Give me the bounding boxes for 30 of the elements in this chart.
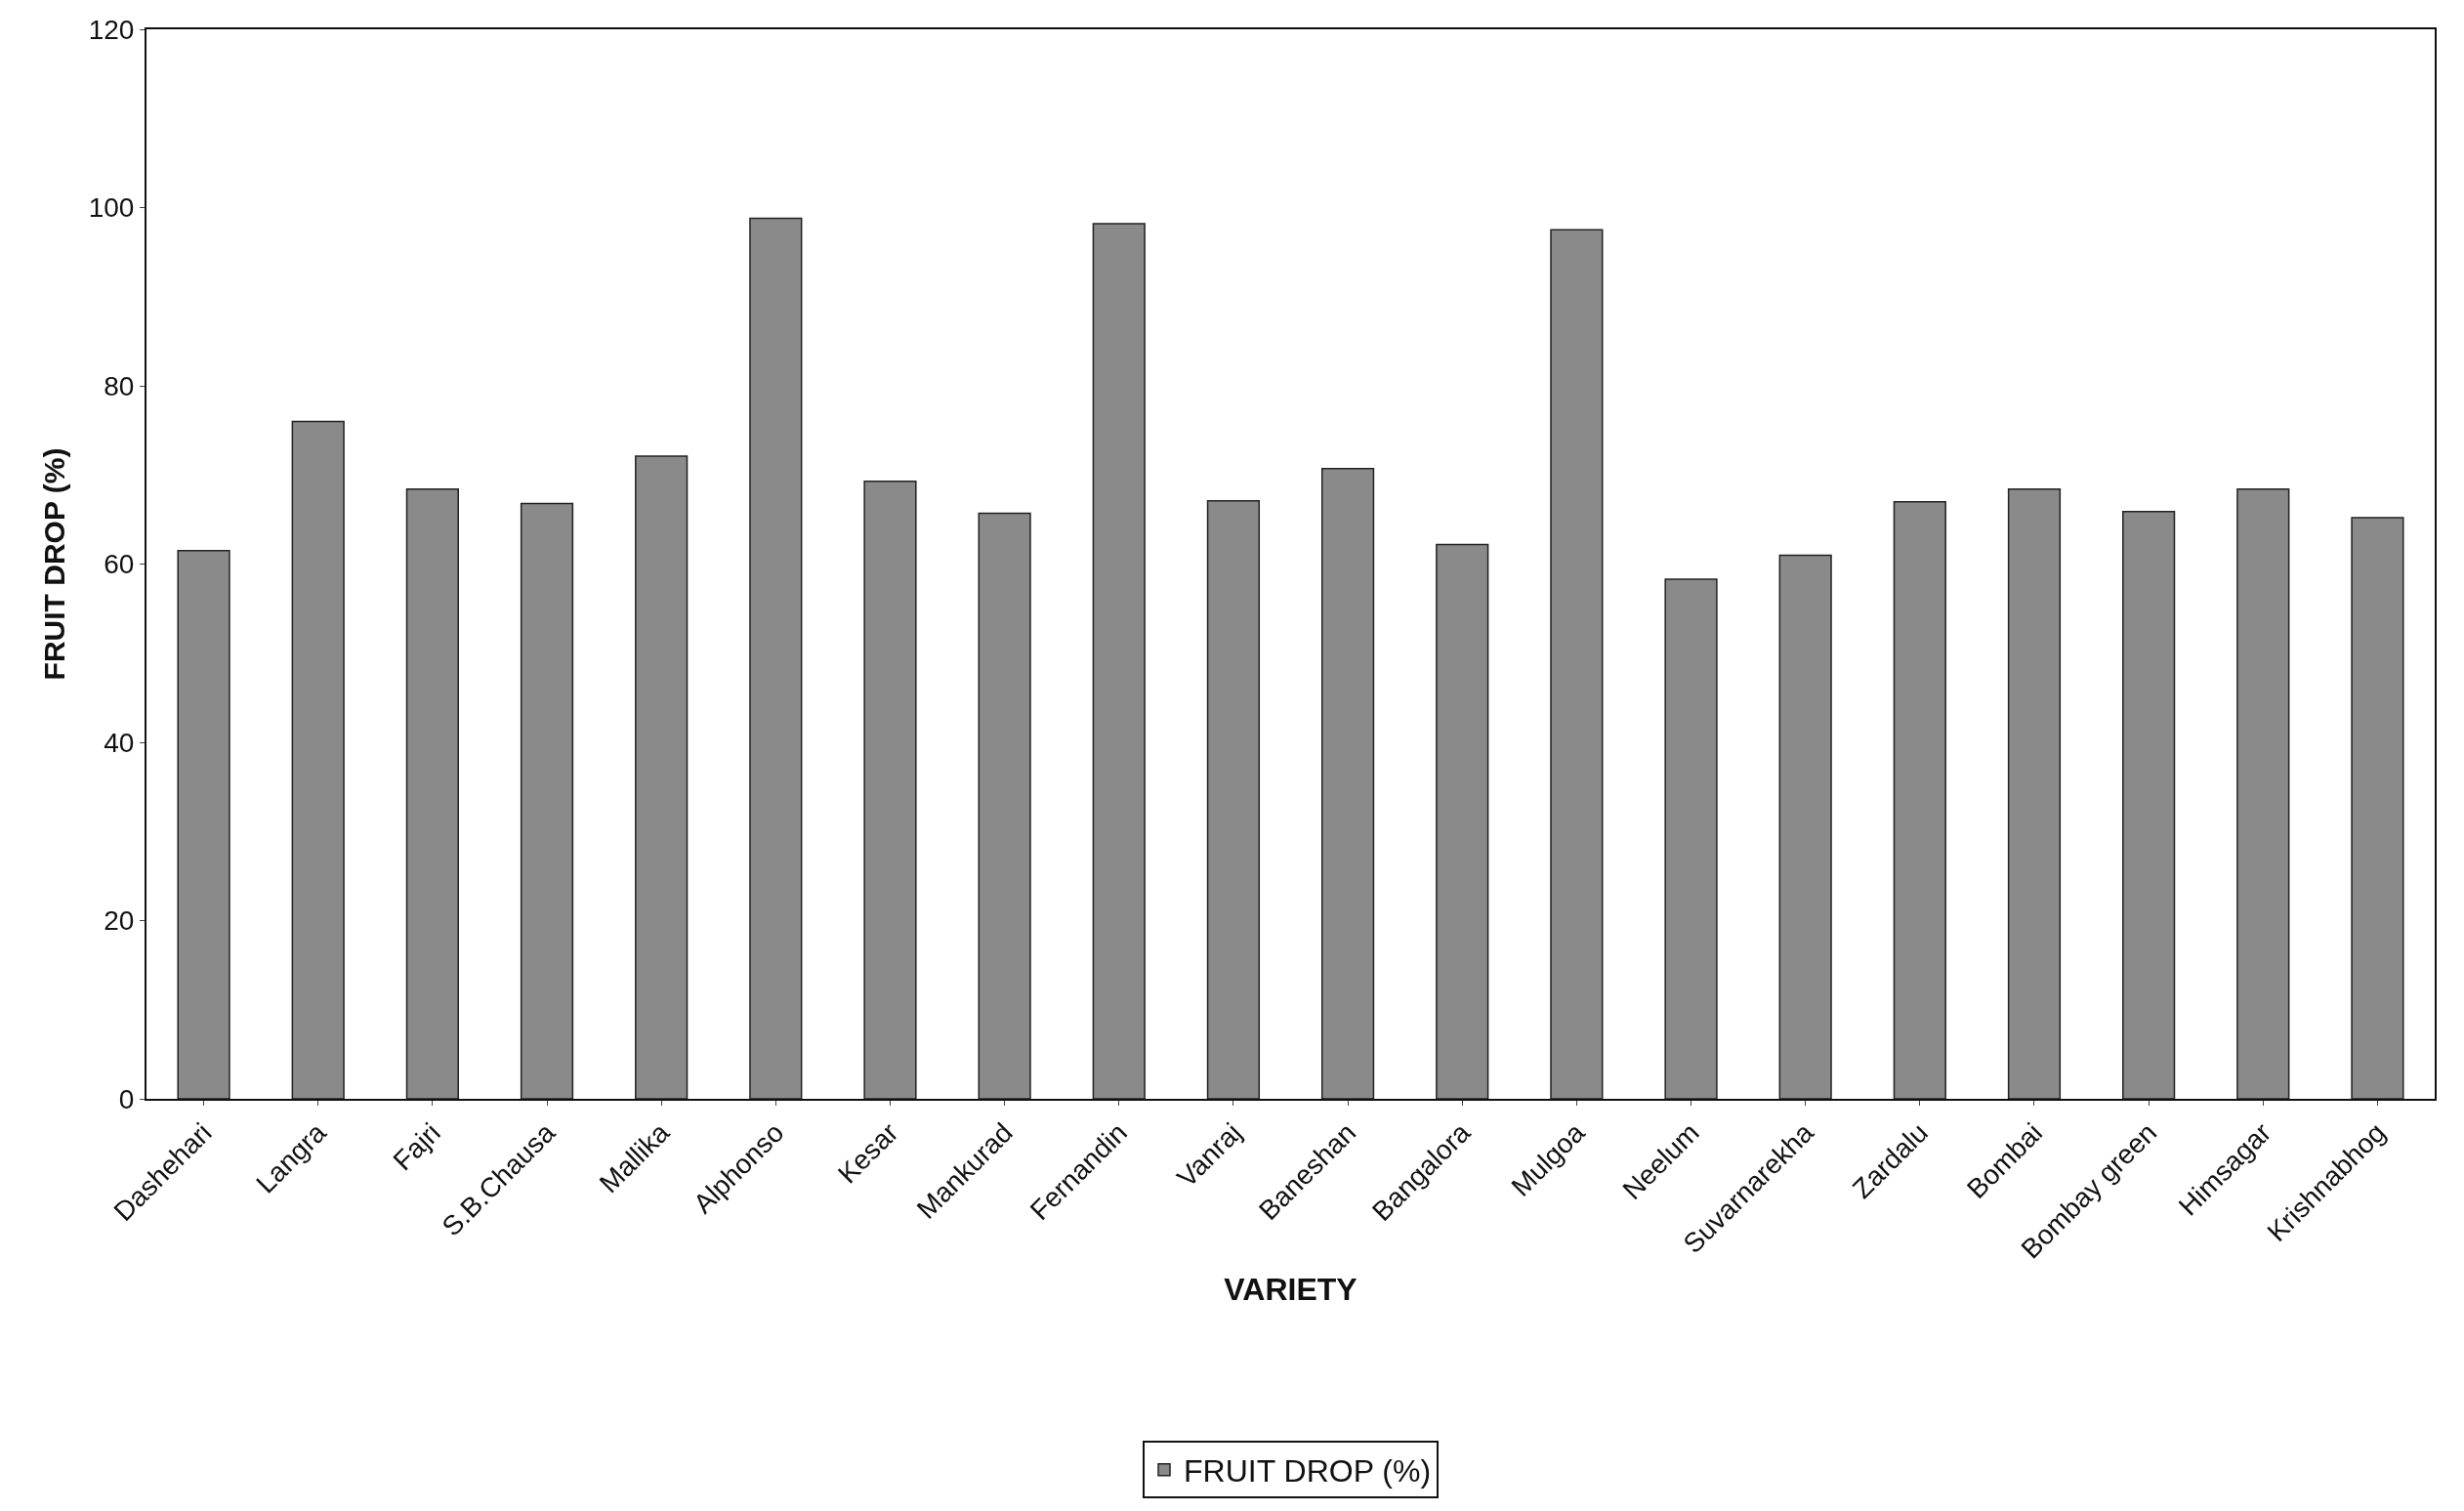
bar <box>1778 554 1832 1099</box>
bar <box>1550 229 1604 1099</box>
bar <box>1664 578 1718 1099</box>
bar <box>2351 517 2404 1099</box>
legend-label: FRUIT DROP (%) <box>1184 1453 1432 1490</box>
y-tick-label: 0 <box>118 1083 135 1114</box>
bar <box>2122 510 2176 1099</box>
bar <box>978 512 1031 1099</box>
bar <box>1206 499 1261 1099</box>
y-tick-label: 120 <box>88 14 135 45</box>
bar <box>1436 543 1489 1099</box>
y-tick-label: 100 <box>88 192 135 224</box>
bar <box>2236 488 2290 1099</box>
y-tick-label: 40 <box>104 727 135 758</box>
bar <box>2007 488 2062 1099</box>
bar <box>520 502 574 1099</box>
x-axis-title: VARIETY <box>1224 1271 1357 1307</box>
bar <box>291 420 345 1099</box>
bar <box>863 480 917 1099</box>
y-tick-label: 60 <box>104 549 135 580</box>
bar <box>635 455 689 1099</box>
bar <box>405 488 459 1099</box>
bar <box>1893 500 1946 1099</box>
bar <box>749 217 803 1099</box>
y-tick-label: 80 <box>104 370 135 401</box>
bar <box>1320 468 1375 1099</box>
y-axis-title: FRUIT DROP (%) <box>38 447 71 681</box>
bar <box>1092 223 1146 1099</box>
bar <box>177 550 230 1099</box>
y-tick-label: 20 <box>104 905 135 937</box>
